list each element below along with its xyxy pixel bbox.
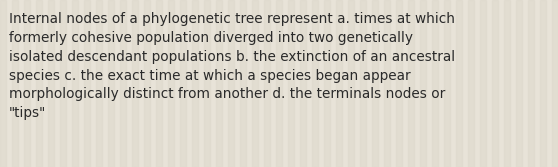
Bar (516, 0, 522, 167)
Bar (444, 0, 450, 167)
Bar (24, 0, 30, 167)
Bar (372, 0, 378, 167)
Bar (396, 0, 402, 167)
Bar (288, 0, 294, 167)
Bar (384, 0, 390, 167)
Bar (12, 0, 18, 167)
Bar (300, 0, 306, 167)
Text: Internal nodes of a phylogenetic tree represent a. times at which
formerly cohes: Internal nodes of a phylogenetic tree re… (9, 12, 455, 120)
Bar (528, 0, 534, 167)
Bar (156, 0, 162, 167)
Bar (204, 0, 210, 167)
Bar (276, 0, 282, 167)
Bar (144, 0, 150, 167)
Bar (408, 0, 414, 167)
Bar (180, 0, 186, 167)
Bar (324, 0, 330, 167)
Bar (468, 0, 474, 167)
Bar (48, 0, 54, 167)
Bar (552, 0, 558, 167)
Bar (252, 0, 258, 167)
Bar (60, 0, 66, 167)
Bar (492, 0, 498, 167)
Bar (360, 0, 366, 167)
Bar (240, 0, 246, 167)
Bar (216, 0, 222, 167)
Bar (336, 0, 342, 167)
Bar (132, 0, 138, 167)
Bar (348, 0, 354, 167)
Bar (264, 0, 270, 167)
Bar (96, 0, 102, 167)
Bar (36, 0, 42, 167)
Bar (456, 0, 462, 167)
Bar (84, 0, 90, 167)
Bar (0, 0, 6, 167)
Bar (120, 0, 126, 167)
Bar (72, 0, 78, 167)
Bar (168, 0, 174, 167)
Bar (228, 0, 234, 167)
Bar (192, 0, 198, 167)
Bar (312, 0, 318, 167)
Bar (420, 0, 426, 167)
Bar (432, 0, 438, 167)
Bar (540, 0, 546, 167)
Bar (480, 0, 486, 167)
Bar (108, 0, 114, 167)
Bar (504, 0, 510, 167)
